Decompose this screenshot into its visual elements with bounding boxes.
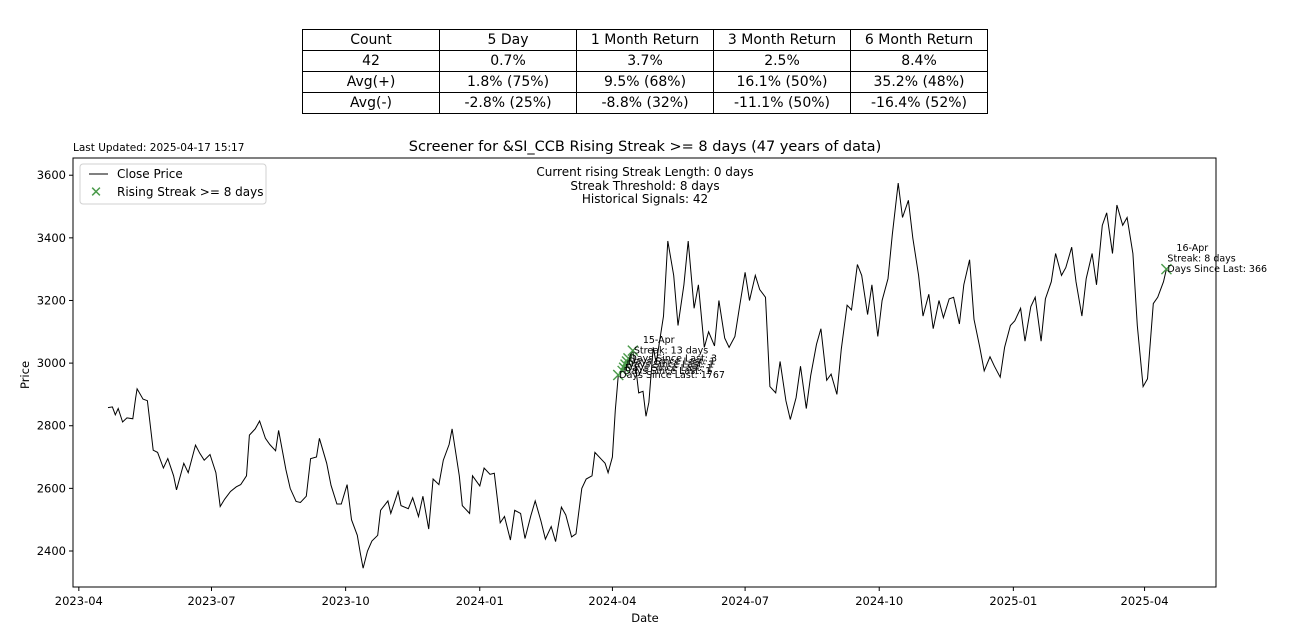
signal-marker <box>618 362 630 374</box>
signal-label: Days Since Last: 1767 <box>619 370 725 381</box>
summary-table: Count 5 Day 1 Month Return 3 Month Retur… <box>302 29 988 114</box>
last-updated-label: Last Updated: 2025-04-17 15:17 <box>73 142 244 154</box>
signal-marker <box>627 345 639 357</box>
y-tick-label: 2800 <box>37 419 66 433</box>
x-tick-label: 2024-07 <box>721 594 769 608</box>
x-tick-label: 2023-10 <box>322 594 370 608</box>
table-cell: 35.2% (48%) <box>850 71 988 93</box>
info-threshold: Streak Threshold: 8 days <box>570 179 719 193</box>
plot-frame <box>72 157 1217 588</box>
x-tick-label: 2023-04 <box>55 594 103 608</box>
y-tick-label: 2400 <box>37 544 66 558</box>
chart-title: Screener for &SI_CCB Rising Streak >= 8 … <box>409 139 881 155</box>
legend-marker-icon: ✕ <box>90 183 103 201</box>
legend-box <box>79 163 267 205</box>
y-tick-label: 3200 <box>37 293 66 307</box>
legend-rising-streak: Rising Streak >= 8 days <box>117 185 263 199</box>
x-tick-label: 2024-10 <box>855 594 903 608</box>
y-tick-label: 3600 <box>37 168 66 182</box>
signal-label: 16-Apr <box>1176 243 1208 254</box>
signal-marker <box>622 352 634 364</box>
signal-marker <box>617 365 629 377</box>
table-cell: 9.5% (68%) <box>576 71 714 93</box>
x-axis: 2023-04 2023-07 2023-10 2024-01 2024-04 2024-… <box>55 587 1169 608</box>
x-tick-label: 2024-01 <box>456 594 504 608</box>
signal-marker <box>620 359 632 371</box>
legend-close-price: Close Price <box>117 167 183 181</box>
table-header-cell: 6 Month Return <box>850 29 988 51</box>
info-current-streak: Current rising Streak Length: 0 days <box>536 165 753 179</box>
signal-label: Days Since Last: 1 <box>625 363 713 374</box>
table-row: Avg(-) -2.8% (25%) -8.8% (32%) -11.1% (5… <box>302 92 988 114</box>
signal-markers <box>612 263 1172 381</box>
signal-label: Days Since Last: 3 <box>629 353 717 364</box>
x-tick-label: 2024-04 <box>588 594 636 608</box>
signal-marker <box>621 356 633 368</box>
legend: Close Price ✕ Rising Streak >= 8 days <box>79 163 267 205</box>
table-cell: -11.1% (50%) <box>713 92 851 114</box>
table-row: Avg(+) 1.8% (75%) 9.5% (68%) 16.1% (50%)… <box>302 71 988 93</box>
signal-label: Days Since Last: 1 <box>628 357 716 368</box>
y-tick-label: 2600 <box>37 481 66 495</box>
x-tick-label: 2025-01 <box>989 594 1037 608</box>
signal-label: Days Since Last: 366 <box>1167 264 1267 275</box>
signal-label: Streak: 8 days <box>1167 254 1235 265</box>
table-cell: -2.8% (25%) <box>439 92 577 114</box>
signal-label: 15-Apr <box>643 335 675 346</box>
signal-label: Days Since Last: 1 <box>624 366 712 377</box>
table-cell: -16.4% (52%) <box>850 92 988 114</box>
signal-marker <box>1160 263 1172 275</box>
signal-label: Days Since Last: 1 <box>627 360 715 371</box>
signal-label: Streak: 13 days <box>634 346 708 357</box>
x-tick-label: 2025-04 <box>1121 594 1169 608</box>
table-cell: 16.1% (50%) <box>713 71 851 93</box>
info-signal-count: Historical Signals: 42 <box>582 192 708 206</box>
table-header-row: Count 5 Day 1 Month Return 3 Month Retur… <box>302 29 988 51</box>
table-cell: Avg(-) <box>302 92 440 114</box>
y-axis-label: Price <box>18 361 32 389</box>
y-axis: 2400 2600 2800 3000 3200 3400 3600 <box>37 168 73 558</box>
x-tick-label: 2023-07 <box>187 594 235 608</box>
y-tick-label: 3000 <box>37 356 66 370</box>
x-axis-label: Date <box>631 611 659 625</box>
table-cell: -8.8% (32%) <box>576 92 714 114</box>
y-tick-label: 3400 <box>37 231 66 245</box>
